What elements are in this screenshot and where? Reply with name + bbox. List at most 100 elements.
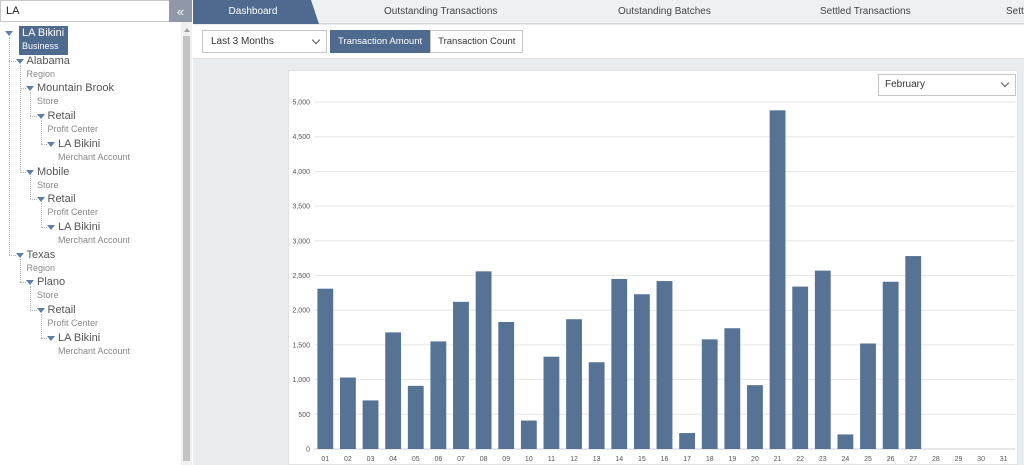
tree-node-type: Merchant Account xyxy=(58,345,131,356)
bar-day-01[interactable] xyxy=(317,288,334,449)
x-tick-label: 20 xyxy=(751,456,759,463)
bar-day-15[interactable] xyxy=(633,294,650,449)
tab-outstanding-transactions[interactable]: Outstanding Transactions xyxy=(384,6,498,17)
chevron-down-icon xyxy=(1000,78,1010,88)
expand-triangle-icon[interactable] xyxy=(47,141,55,147)
expand-triangle-icon[interactable] xyxy=(47,335,55,341)
bar-day-24[interactable] xyxy=(837,434,854,449)
tree-connector xyxy=(30,199,37,201)
tree-connector xyxy=(40,314,42,338)
expand-triangle-icon[interactable] xyxy=(5,31,13,36)
expand-triangle-icon[interactable] xyxy=(36,197,45,203)
bar-day-25[interactable] xyxy=(860,343,876,449)
x-tick-label: 19 xyxy=(728,456,736,463)
bar-day-22[interactable] xyxy=(792,286,809,449)
search-input[interactable] xyxy=(0,0,169,22)
bar-day-09[interactable] xyxy=(498,321,515,449)
bar-day-04[interactable] xyxy=(385,332,402,449)
expand-triangle-icon[interactable] xyxy=(36,308,45,313)
bar-day-14[interactable] xyxy=(611,278,628,449)
expand-triangle-icon[interactable] xyxy=(15,58,24,64)
bar-day-27[interactable] xyxy=(905,256,922,449)
bar-day-26[interactable] xyxy=(882,281,899,449)
bar-day-12[interactable] xyxy=(566,319,582,449)
bar-day-08[interactable] xyxy=(475,271,492,449)
bar-day-16[interactable] xyxy=(656,281,673,449)
tree-node-label[interactable]: Retail Profit Center xyxy=(48,193,99,219)
tab-settled-more[interactable]: Sett xyxy=(1006,6,1024,17)
bar-day-07[interactable] xyxy=(453,301,469,449)
double-chevron-left-icon: « xyxy=(176,3,185,19)
tab-settled-transactions[interactable]: Settled Transactions xyxy=(820,6,911,17)
bar-day-17[interactable] xyxy=(679,433,696,449)
tree-node-label[interactable]: Texas Region xyxy=(27,249,56,275)
tree-connector xyxy=(19,282,26,284)
month-select[interactable]: February xyxy=(878,74,1016,96)
period-value: Last 3 Months xyxy=(211,36,274,47)
tree-node-label[interactable]: Alabama Region xyxy=(27,55,70,81)
tree-node-label[interactable]: Retail Profit Center xyxy=(48,304,99,330)
tree-connector xyxy=(40,337,47,339)
scroll-up-arrow-icon[interactable] xyxy=(181,25,192,34)
bar-day-20[interactable] xyxy=(747,385,763,449)
bar-day-19[interactable] xyxy=(724,328,741,449)
transaction-count-button[interactable]: Transaction Count xyxy=(430,30,524,53)
bar-day-11[interactable] xyxy=(543,356,560,449)
hierarchy-panel: « LA BikiniBusinessAlabamaRegionMountain… xyxy=(0,0,192,465)
tree-node-type: Merchant Account xyxy=(58,234,131,245)
bar-day-13[interactable] xyxy=(588,362,605,449)
transaction-amount-button[interactable]: Transaction Amount xyxy=(330,30,431,53)
tree-node-label[interactable]: Retail Profit Center xyxy=(48,110,99,136)
tab-dashboard[interactable]: Dashboard xyxy=(193,0,320,24)
scroll-thumb[interactable] xyxy=(183,36,190,461)
x-tick-label: 14 xyxy=(615,456,623,463)
tree-node-label[interactable]: LA Bikini Merchant Account xyxy=(58,138,130,164)
period-select[interactable]: Last 3 Months xyxy=(202,30,327,53)
x-tick-label: 01 xyxy=(321,456,329,463)
tree-node-name: Retail xyxy=(47,193,76,206)
bar-day-03[interactable] xyxy=(362,400,379,449)
x-tick-label: 12 xyxy=(570,456,578,463)
tree-node-label[interactable]: Plano Store xyxy=(37,276,65,302)
expand-triangle-icon[interactable] xyxy=(26,280,34,286)
tree-connector xyxy=(9,37,10,255)
expand-triangle-icon[interactable] xyxy=(36,114,45,120)
tree-node-type: Region xyxy=(26,68,56,79)
tree-node-name: Alabama xyxy=(26,54,70,67)
tree-node-label[interactable]: LA Bikini Merchant Account xyxy=(58,332,130,358)
expand-triangle-icon[interactable] xyxy=(15,252,24,258)
expand-triangle-icon[interactable] xyxy=(26,169,34,175)
collapse-panel-button[interactable]: « xyxy=(169,0,192,22)
tree-connector xyxy=(30,310,37,311)
bar-day-21[interactable] xyxy=(769,110,786,449)
search-row: « xyxy=(0,0,192,22)
tree-node-type: Region xyxy=(26,262,56,273)
tree-connector xyxy=(9,60,16,62)
x-tick-label: 18 xyxy=(706,456,714,463)
tree-connector xyxy=(9,254,16,256)
bar-day-10[interactable] xyxy=(520,420,537,449)
tree-node-type: Store xyxy=(37,179,59,190)
tree-node-label[interactable]: LA Bikini Business xyxy=(19,26,69,55)
tree-node-type: Profit Center xyxy=(47,124,99,135)
tree-connector xyxy=(19,171,26,173)
tree-node-label[interactable]: Mobile Store xyxy=(37,166,69,192)
expand-triangle-icon[interactable] xyxy=(47,224,55,230)
bar-day-05[interactable] xyxy=(407,385,424,449)
x-tick-label: 25 xyxy=(864,456,872,463)
tab-outstanding-batches[interactable]: Outstanding Batches xyxy=(618,6,711,17)
expand-triangle-icon[interactable] xyxy=(26,86,34,92)
x-tick-label: 31 xyxy=(1000,456,1008,463)
x-tick-label: 11 xyxy=(548,456,555,463)
bar-day-06[interactable] xyxy=(430,341,447,449)
tree-node-label[interactable]: LA Bikini Merchant Account xyxy=(58,221,130,247)
tree-node-label[interactable]: Mountain Brook Store xyxy=(37,82,114,108)
bar-day-02[interactable] xyxy=(340,377,356,449)
y-tick-label: 2,500 xyxy=(292,273,310,280)
bar-day-18[interactable] xyxy=(701,339,718,449)
x-tick-label: 26 xyxy=(887,456,895,463)
tree-scrollbar[interactable] xyxy=(181,22,192,465)
bar-day-23[interactable] xyxy=(814,270,831,449)
x-tick-label: 06 xyxy=(434,456,442,463)
